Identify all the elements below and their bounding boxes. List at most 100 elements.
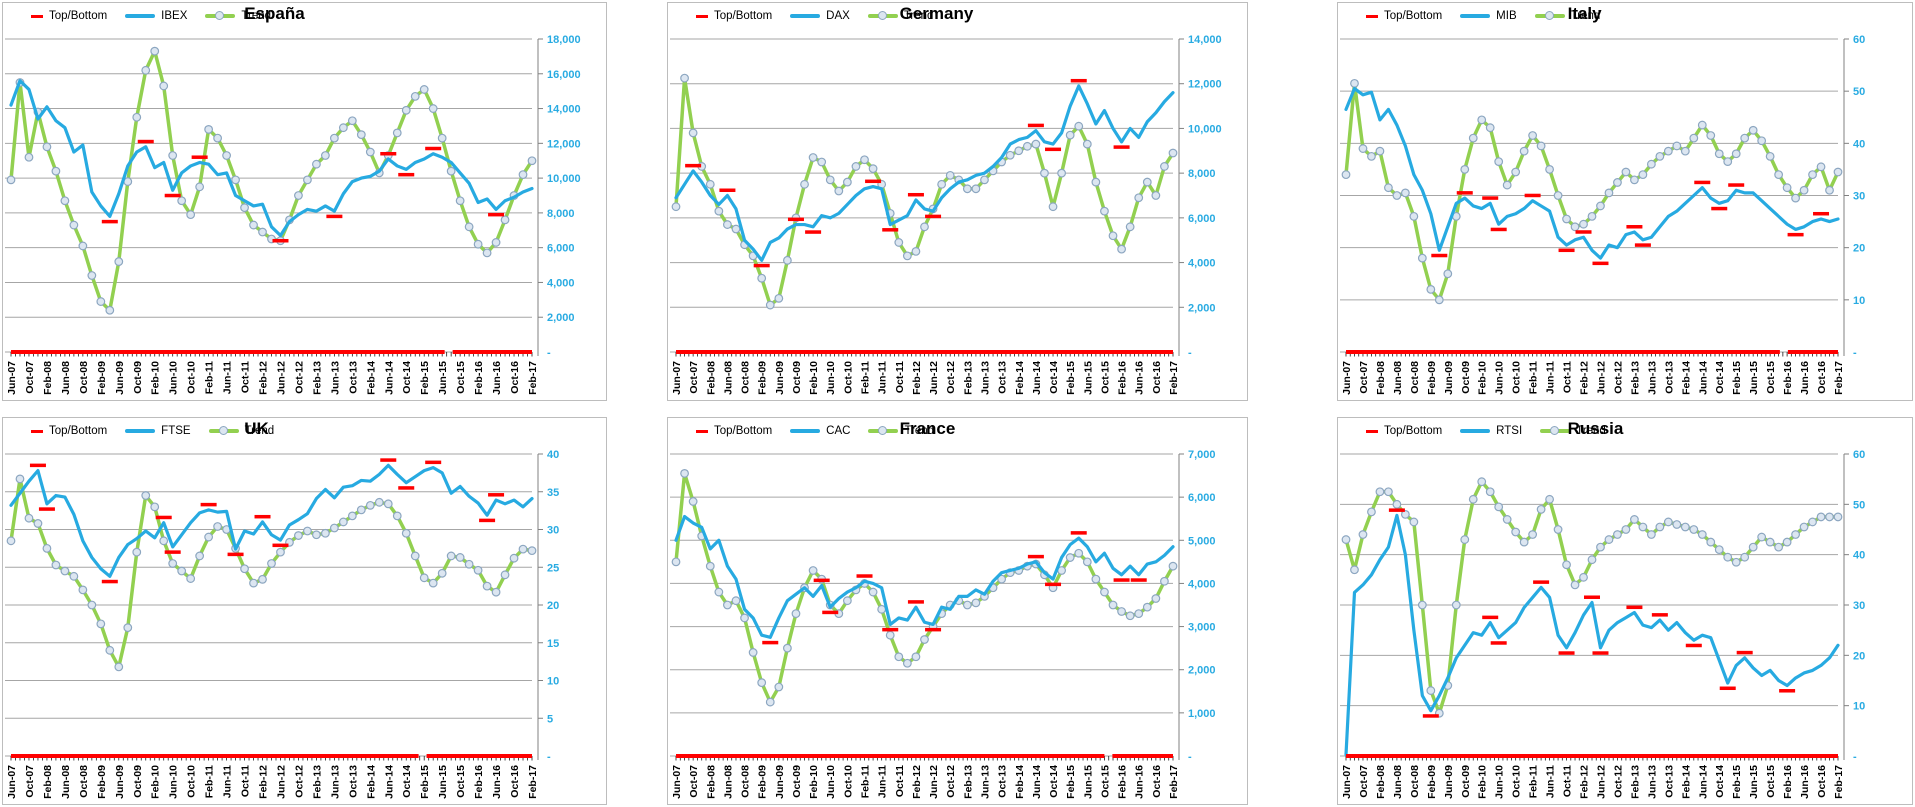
legend-label: IBEX xyxy=(161,10,188,22)
svg-text:Jun-07: Jun-07 xyxy=(6,765,18,799)
trend-marker-icon xyxy=(1550,426,1560,435)
index-line-icon xyxy=(790,14,821,18)
svg-text:Feb-14: Feb-14 xyxy=(365,361,377,395)
legend-item-trend: Trend xyxy=(868,425,934,437)
svg-text:Feb-17: Feb-17 xyxy=(527,765,539,799)
svg-text:Feb-17: Feb-17 xyxy=(1833,361,1845,395)
svg-text:6,000: 6,000 xyxy=(1188,492,1216,504)
svg-text:Feb-16: Feb-16 xyxy=(1782,765,1794,799)
legend-item-trend: Trend xyxy=(867,10,933,22)
chart-panel-uk: Top/Bottom FTSE Trend UK 40 35 30 25 20 15 10 5… xyxy=(2,417,607,805)
svg-text:Feb-12: Feb-12 xyxy=(258,361,270,395)
svg-text:Feb-14: Feb-14 xyxy=(1014,765,1026,799)
svg-text:10,000: 10,000 xyxy=(1188,123,1222,135)
svg-text:40: 40 xyxy=(1853,138,1865,150)
svg-text:Feb-11: Feb-11 xyxy=(204,361,216,394)
svg-text:Oct-12: Oct-12 xyxy=(945,765,957,798)
svg-text:Feb-09: Feb-09 xyxy=(96,765,108,799)
svg-text:Oct-09: Oct-09 xyxy=(132,361,144,394)
trend-line-icon xyxy=(1534,11,1565,20)
svg-text:Oct-12: Oct-12 xyxy=(293,361,305,394)
trend-line-icon xyxy=(205,11,236,20)
svg-text:Feb-17: Feb-17 xyxy=(1168,361,1180,395)
chart-legend: Top/Bottom CAC Trend France xyxy=(668,418,1247,444)
legend-item-top-bottom: Top/Bottom xyxy=(696,425,772,437)
svg-text:Oct-13: Oct-13 xyxy=(347,765,359,798)
chart-panel-espana: Top/Bottom IBEX Trend España 18,000 16,00… xyxy=(2,2,607,401)
svg-text:Feb-08: Feb-08 xyxy=(42,361,54,395)
svg-text:Feb-12: Feb-12 xyxy=(911,765,923,799)
svg-text:Oct-16: Oct-16 xyxy=(1151,765,1163,798)
svg-text:Feb-13: Feb-13 xyxy=(962,765,974,799)
svg-text:14,000: 14,000 xyxy=(1188,34,1222,46)
svg-text:Oct-16: Oct-16 xyxy=(1151,361,1163,394)
svg-text:Feb-11: Feb-11 xyxy=(1528,765,1540,798)
svg-text:Oct-10: Oct-10 xyxy=(842,765,854,798)
chart-title: Germany xyxy=(899,4,974,23)
svg-text:Jun-12: Jun-12 xyxy=(928,765,940,799)
svg-text:Oct-16: Oct-16 xyxy=(1816,361,1828,394)
svg-text:Jun-11: Jun-11 xyxy=(222,765,234,798)
svg-text:Oct-15: Oct-15 xyxy=(455,765,467,798)
svg-text:5,000: 5,000 xyxy=(1188,535,1216,547)
svg-text:Oct-16: Oct-16 xyxy=(1816,765,1828,798)
svg-text:20: 20 xyxy=(1853,650,1865,662)
top-bottom-dash-icon xyxy=(1366,14,1378,18)
index-line-icon xyxy=(125,14,156,18)
chart-plot-espana: 18,000 16,000 14,000 12,000 10,000 8,000 6,000… xyxy=(5,34,581,395)
svg-text:Oct-13: Oct-13 xyxy=(1663,361,1675,394)
svg-text:25: 25 xyxy=(547,562,559,574)
svg-text:Jun-07: Jun-07 xyxy=(1341,361,1353,395)
svg-text:Feb-12: Feb-12 xyxy=(911,361,923,395)
trend-marker-icon xyxy=(218,426,228,435)
legend-label: Top/Bottom xyxy=(49,425,108,437)
svg-text:Feb-17: Feb-17 xyxy=(527,361,539,395)
svg-text:Feb-13: Feb-13 xyxy=(311,361,323,395)
legend-item-top-bottom: Top/Bottom xyxy=(31,425,107,437)
svg-text:Oct-12: Oct-12 xyxy=(945,361,957,394)
svg-text:Oct-07: Oct-07 xyxy=(24,361,36,394)
svg-text:Feb-15: Feb-15 xyxy=(419,765,431,799)
svg-text:Oct-11: Oct-11 xyxy=(894,765,906,797)
svg-text:Jun-16: Jun-16 xyxy=(1134,361,1146,395)
svg-text:Oct-15: Oct-15 xyxy=(1099,361,1111,394)
svg-text:30: 30 xyxy=(1853,191,1865,203)
svg-text:Jun-15: Jun-15 xyxy=(1082,361,1094,395)
svg-text:Oct-12: Oct-12 xyxy=(293,765,305,798)
svg-text:10: 10 xyxy=(1853,295,1865,307)
svg-text:Jun-08: Jun-08 xyxy=(1392,765,1404,799)
svg-text:Jun-12: Jun-12 xyxy=(1595,361,1607,395)
svg-text:Feb-16: Feb-16 xyxy=(1782,361,1794,395)
legend-item-trend: Trend xyxy=(1540,425,1606,437)
svg-text:20: 20 xyxy=(547,600,559,612)
svg-text:Oct-14: Oct-14 xyxy=(1714,361,1726,394)
svg-text:Oct-12: Oct-12 xyxy=(1612,361,1624,394)
top-bottom-dash-icon xyxy=(696,429,708,433)
svg-text:8,000: 8,000 xyxy=(1188,168,1216,180)
chart-panel-russia: Top/Bottom RTSI Trend Russia 60 50 40 30 20 1… xyxy=(1337,417,1913,805)
svg-text:2,000: 2,000 xyxy=(1188,302,1216,314)
svg-text:Jun-15: Jun-15 xyxy=(1748,765,1760,799)
svg-text:Oct-09: Oct-09 xyxy=(791,765,803,798)
svg-text:10: 10 xyxy=(547,676,559,688)
legend-label: Top/Bottom xyxy=(1384,425,1443,437)
svg-text:Feb-15: Feb-15 xyxy=(419,361,431,395)
svg-text:2,000: 2,000 xyxy=(1188,665,1216,677)
svg-text:Jun-10: Jun-10 xyxy=(825,361,837,395)
svg-text:4,000: 4,000 xyxy=(1188,258,1216,270)
chart-legend: Top/Bottom FTSE Trend UK xyxy=(3,418,606,444)
svg-text:Jun-16: Jun-16 xyxy=(1799,361,1811,395)
svg-text:Jun-09: Jun-09 xyxy=(1443,361,1455,395)
svg-text:Oct-13: Oct-13 xyxy=(347,361,359,394)
svg-text:40: 40 xyxy=(547,449,559,461)
svg-text:Feb-11: Feb-11 xyxy=(860,765,872,798)
svg-text:1,000: 1,000 xyxy=(1188,708,1216,720)
svg-text:Feb-12: Feb-12 xyxy=(258,765,270,799)
svg-text:Oct-10: Oct-10 xyxy=(1511,361,1523,394)
svg-text:7,000: 7,000 xyxy=(1188,449,1216,461)
svg-text:16,000: 16,000 xyxy=(547,69,581,81)
svg-text:6,000: 6,000 xyxy=(1188,213,1216,225)
svg-text:Jun-13: Jun-13 xyxy=(1646,361,1658,395)
chart-panel-france: Top/Bottom CAC Trend France 7,000 6,000 5,… xyxy=(667,417,1248,805)
legend-label: RTSI xyxy=(1496,425,1523,437)
